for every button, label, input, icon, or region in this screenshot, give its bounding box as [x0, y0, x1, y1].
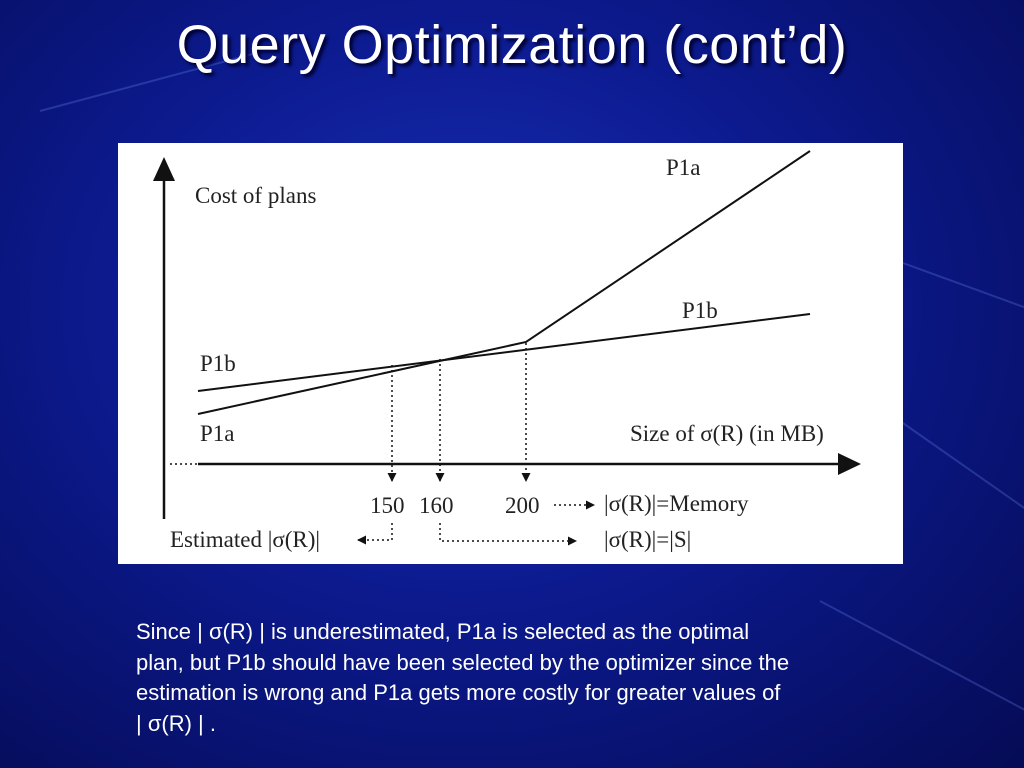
- arrow-to-estimated: [357, 523, 393, 545]
- memory-label: |σ(R)|=Memory: [604, 491, 749, 516]
- tick-label-200: 200: [505, 493, 540, 518]
- caption-text: Since | σ(R) | is underestimated, P1a is…: [136, 617, 916, 739]
- p1a-left-label: P1a: [200, 421, 235, 446]
- arrow-to-s: [439, 523, 577, 546]
- caption-line: plan, but P1b should have been selected …: [136, 649, 790, 675]
- y-axis-arrowhead: [153, 157, 175, 181]
- diagram-panel: Cost of plans P1a P1b P1b P1a Size of σ(…: [118, 143, 903, 564]
- estimated-label: Estimated |σ(R)|: [170, 527, 320, 552]
- x-axis-arrowhead: [838, 453, 861, 475]
- tick-label-150: 150: [370, 493, 405, 518]
- caption-line: estimation is wrong and P1a gets more co…: [136, 680, 781, 705]
- p1a-top-label: P1a: [666, 155, 701, 180]
- p1a-line: [197, 150, 811, 415]
- caption-line: Since | σ(R) | is underestimated, P1a is…: [136, 619, 750, 644]
- background-streak: [899, 420, 1024, 537]
- slide-title: Query Optimization (cont’d): [176, 15, 848, 75]
- tick-label-160: 160: [419, 493, 454, 518]
- y-axis-label: Cost of plans: [195, 183, 316, 208]
- p1b-line: [197, 313, 811, 392]
- caption-line: | σ(R) | .: [136, 710, 216, 736]
- p1b-left-label: P1b: [200, 351, 236, 376]
- x-axis-label: Size of σ(R) (in MB): [630, 421, 824, 446]
- s-label: |σ(R)|=|S|: [604, 527, 691, 552]
- p1b-top-label: P1b: [682, 298, 718, 323]
- cost-diagram: Cost of plans P1a P1b P1b P1a Size of σ(…: [153, 150, 861, 552]
